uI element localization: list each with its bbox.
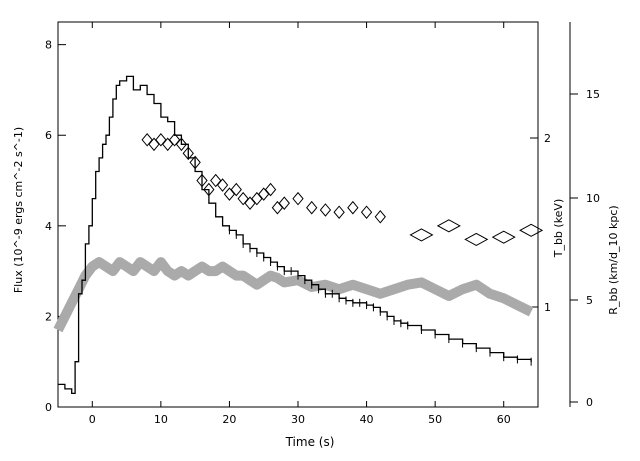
temperature-point [223, 187, 236, 201]
y-tick-label: 8 [45, 39, 52, 52]
temperature-point [319, 203, 332, 217]
y-tick-label: 4 [45, 220, 52, 233]
y-axis-temperature-ticks: 12 [530, 132, 551, 314]
temperature-point [306, 200, 318, 215]
x-tick-label: 10 [154, 413, 168, 426]
temperature-tick-label: 1 [544, 301, 551, 314]
temperature-point [258, 187, 270, 201]
temperature-point [189, 155, 201, 170]
temperature-point [175, 137, 188, 152]
temperature-point [155, 132, 167, 147]
temperature-point [162, 137, 174, 152]
x-axis-ticks: 0 10 20 30 40 50 60 [89, 22, 511, 426]
temperature-point [182, 146, 194, 161]
y-axis-label-temperature: T_bb (keV) [552, 199, 565, 259]
x-tick-label: 0 [89, 413, 96, 426]
y-tick-label: 6 [45, 129, 52, 142]
temperature-point [464, 232, 489, 246]
temperature-point [292, 191, 304, 206]
x-axis-label: Time (s) [285, 435, 335, 449]
temperature-point [216, 178, 229, 192]
x-tick-label: 40 [360, 413, 374, 426]
temperature-point [491, 230, 516, 244]
temperature-point [237, 191, 249, 206]
radius-tick-label: 0 [586, 396, 593, 409]
temperature-point [278, 196, 290, 210]
flux-series [58, 75, 532, 395]
x-tick-label: 60 [497, 413, 511, 426]
temperature-point [374, 209, 386, 224]
y-tick-label: 0 [45, 401, 52, 414]
radius-band-series [53, 257, 534, 333]
temperature-point [347, 200, 359, 215]
temperature-point [360, 205, 373, 220]
y-axis-radius-ticks: 0 5 10 15 [570, 88, 600, 409]
radius-tick-label: 15 [586, 88, 600, 101]
temperature-point [333, 205, 345, 220]
temperature-point [409, 228, 434, 242]
temperature-point [196, 173, 208, 188]
y-axis-label-radius: R_bb (km/d_10 kpc) [607, 205, 620, 314]
temperature-point [244, 196, 256, 210]
x-tick-label: 30 [291, 413, 305, 426]
radius-tick-label: 10 [586, 192, 600, 205]
temperature-point [264, 182, 277, 197]
x-tick-label: 50 [428, 413, 442, 426]
x-tick-label: 20 [222, 413, 236, 426]
temperature-point [210, 173, 222, 188]
temperature-point [519, 223, 544, 237]
temperature-point [271, 200, 284, 215]
temperature-point [148, 137, 160, 152]
plot-frame [57, 21, 539, 408]
y-axis-label-left: Flux (10^-9 ergs cm^-2 s^-1) [12, 127, 25, 293]
temperature-tick-label: 2 [544, 132, 551, 145]
y-axis-left-ticks: 0 2 4 6 8 [45, 39, 66, 414]
temperature-point [141, 132, 153, 147]
temperature-point [203, 182, 215, 197]
temperature-point [251, 191, 263, 206]
temperature-point [230, 182, 242, 197]
y-tick-label: 2 [45, 310, 52, 323]
series-group [53, 75, 544, 395]
temperature-point [436, 219, 461, 233]
radius-tick-label: 5 [586, 294, 593, 307]
